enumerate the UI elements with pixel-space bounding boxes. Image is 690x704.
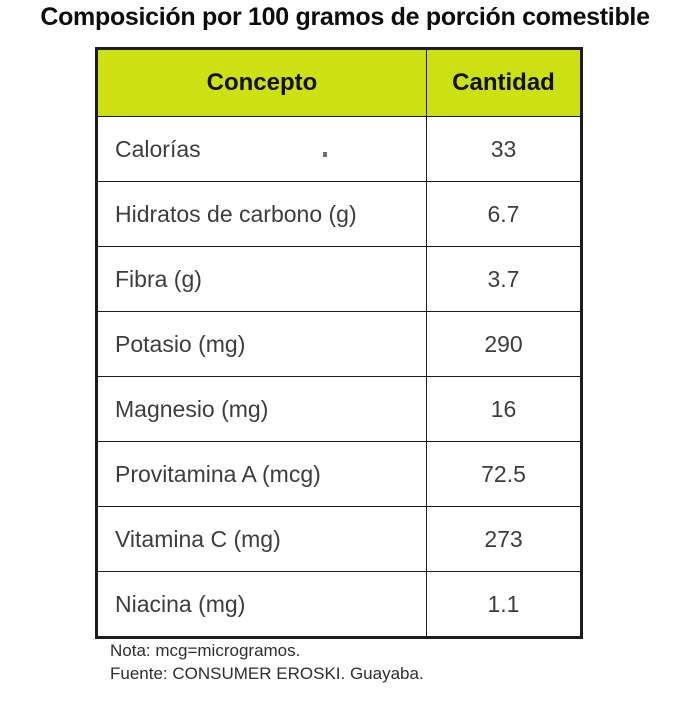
row-value: 72.5 (426, 441, 582, 507)
table-row-calorias: Calorías 33 (96, 116, 582, 182)
figure-title: Composición por 100 gramos de porción co… (40, 3, 650, 31)
row-label: Provitamina A (mcg) (96, 441, 427, 507)
row-label: Fibra (g) (96, 246, 427, 312)
table-row-hidratos: Hidratos de carbono (g) 6.7 (96, 181, 582, 247)
source-line: Fuente: CONSUMER EROSKI. Guayaba. (110, 664, 424, 683)
header-row: Concepto Cantidad (96, 48, 582, 117)
row-label: Vitamina C (mg) (96, 506, 427, 572)
table-row-fibra: Fibra (g) 3.7 (96, 246, 582, 312)
table-row-magnesio: Magnesio (mg) 16 (96, 376, 582, 442)
row-value: 273 (426, 506, 582, 572)
row-value: 3.7 (426, 246, 582, 312)
table-row-niacina: Niacina (mg) 1.1 (96, 571, 582, 638)
row-label: Calorías (96, 116, 427, 182)
column-header-concepto: Concepto (96, 48, 427, 117)
row-label: Niacina (mg) (96, 571, 427, 638)
row-value: 290 (426, 311, 582, 377)
note-line: Nota: mcg=microgramos. (110, 641, 301, 660)
row-value: 33 (426, 116, 582, 182)
row-label: Hidratos de carbono (g) (96, 181, 427, 247)
row-label: Magnesio (mg) (96, 376, 427, 442)
table-row-provitamina-a: Provitamina A (mcg) 72.5 (96, 441, 582, 507)
footnotes: Nota: mcg=microgramos. Fuente: CONSUMER … (110, 639, 424, 685)
table-row-potasio: Potasio (mg) 290 (96, 311, 582, 377)
row-value: 1.1 (426, 571, 582, 638)
table-row-vitamina-c: Vitamina C (mg) 273 (96, 506, 582, 572)
row-value: 6.7 (426, 181, 582, 247)
row-value: 16 (426, 376, 582, 442)
row-label: Potasio (mg) (96, 311, 427, 377)
stray-dot-artifact (323, 152, 327, 157)
column-header-cantidad: Cantidad (426, 48, 582, 117)
composition-table: Concepto Cantidad Calorías 33 Hidratos d… (95, 47, 583, 639)
